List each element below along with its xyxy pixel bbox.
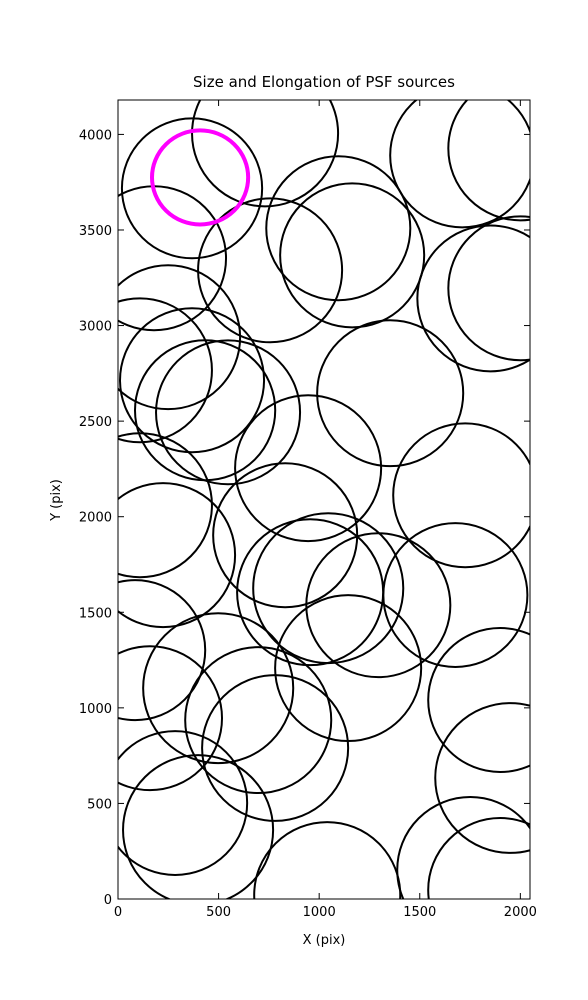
psf-ellipse [118,297,213,444]
psf-ellipse [184,646,333,795]
psf-ellipse [120,117,264,260]
psf-ellipse [265,155,412,302]
x-tick-label: 2000 [504,905,537,920]
y-tick-label: 500 [87,797,112,812]
y-tick-label: 2000 [79,511,112,526]
psf-ellipse [316,319,465,468]
psf-ellipse [118,482,237,629]
psf-ellipse [416,224,530,373]
psf-ellipse [434,702,530,854]
psf-ellipse [382,522,529,669]
psf-ellipse [396,796,530,899]
plot-area [118,100,530,899]
psf-ellipse [392,422,530,569]
y-tick-label: 1000 [79,702,112,717]
psf-ellipse [447,100,530,222]
x-tick-label: 1000 [303,905,336,920]
psf-ellipse [305,532,452,679]
y-tick-label: 0 [104,893,112,908]
psf-ellipse [197,197,344,344]
chart-title: Size and Elongation of PSF sources [193,73,455,91]
plot-frame [117,99,531,900]
psf-ellipse [118,432,213,579]
psf-ellipse [274,594,423,743]
y-tick-label: 1500 [79,606,112,621]
y-axis-label: Y (pix) [49,479,64,522]
psf-ellipse [119,307,266,454]
psf-ellipse [253,821,402,899]
psf-ellipse [191,100,340,208]
psf-ellipse [118,264,242,411]
psf-ellipse [252,512,405,665]
psf-ellipse [142,612,295,765]
psf-ellipse [447,215,530,362]
y-tick-label: 3500 [79,224,112,239]
x-tick-label: 500 [206,905,231,920]
y-tick-label: 4000 [79,128,112,143]
psf-ellipse [234,394,383,543]
psf-ellipse [427,627,530,773]
psf-ellipse [122,754,275,899]
psf-ellipse [201,674,350,822]
y-tick-label: 2500 [79,415,112,430]
x-tick-label: 1500 [403,905,436,920]
psf-ellipse [118,730,249,876]
psf-ellipse [118,645,223,792]
psf-ellipse [279,182,426,329]
psf-ellipse [155,339,302,486]
psf-ellipse [118,579,207,722]
psf-ellipse [389,100,530,229]
y-tick-label: 3000 [79,320,112,335]
x-axis-label: X (pix) [303,933,346,948]
x-tick-label: 0 [114,905,122,920]
psf-ellipse [149,128,251,227]
psf-ellipse [427,817,530,899]
